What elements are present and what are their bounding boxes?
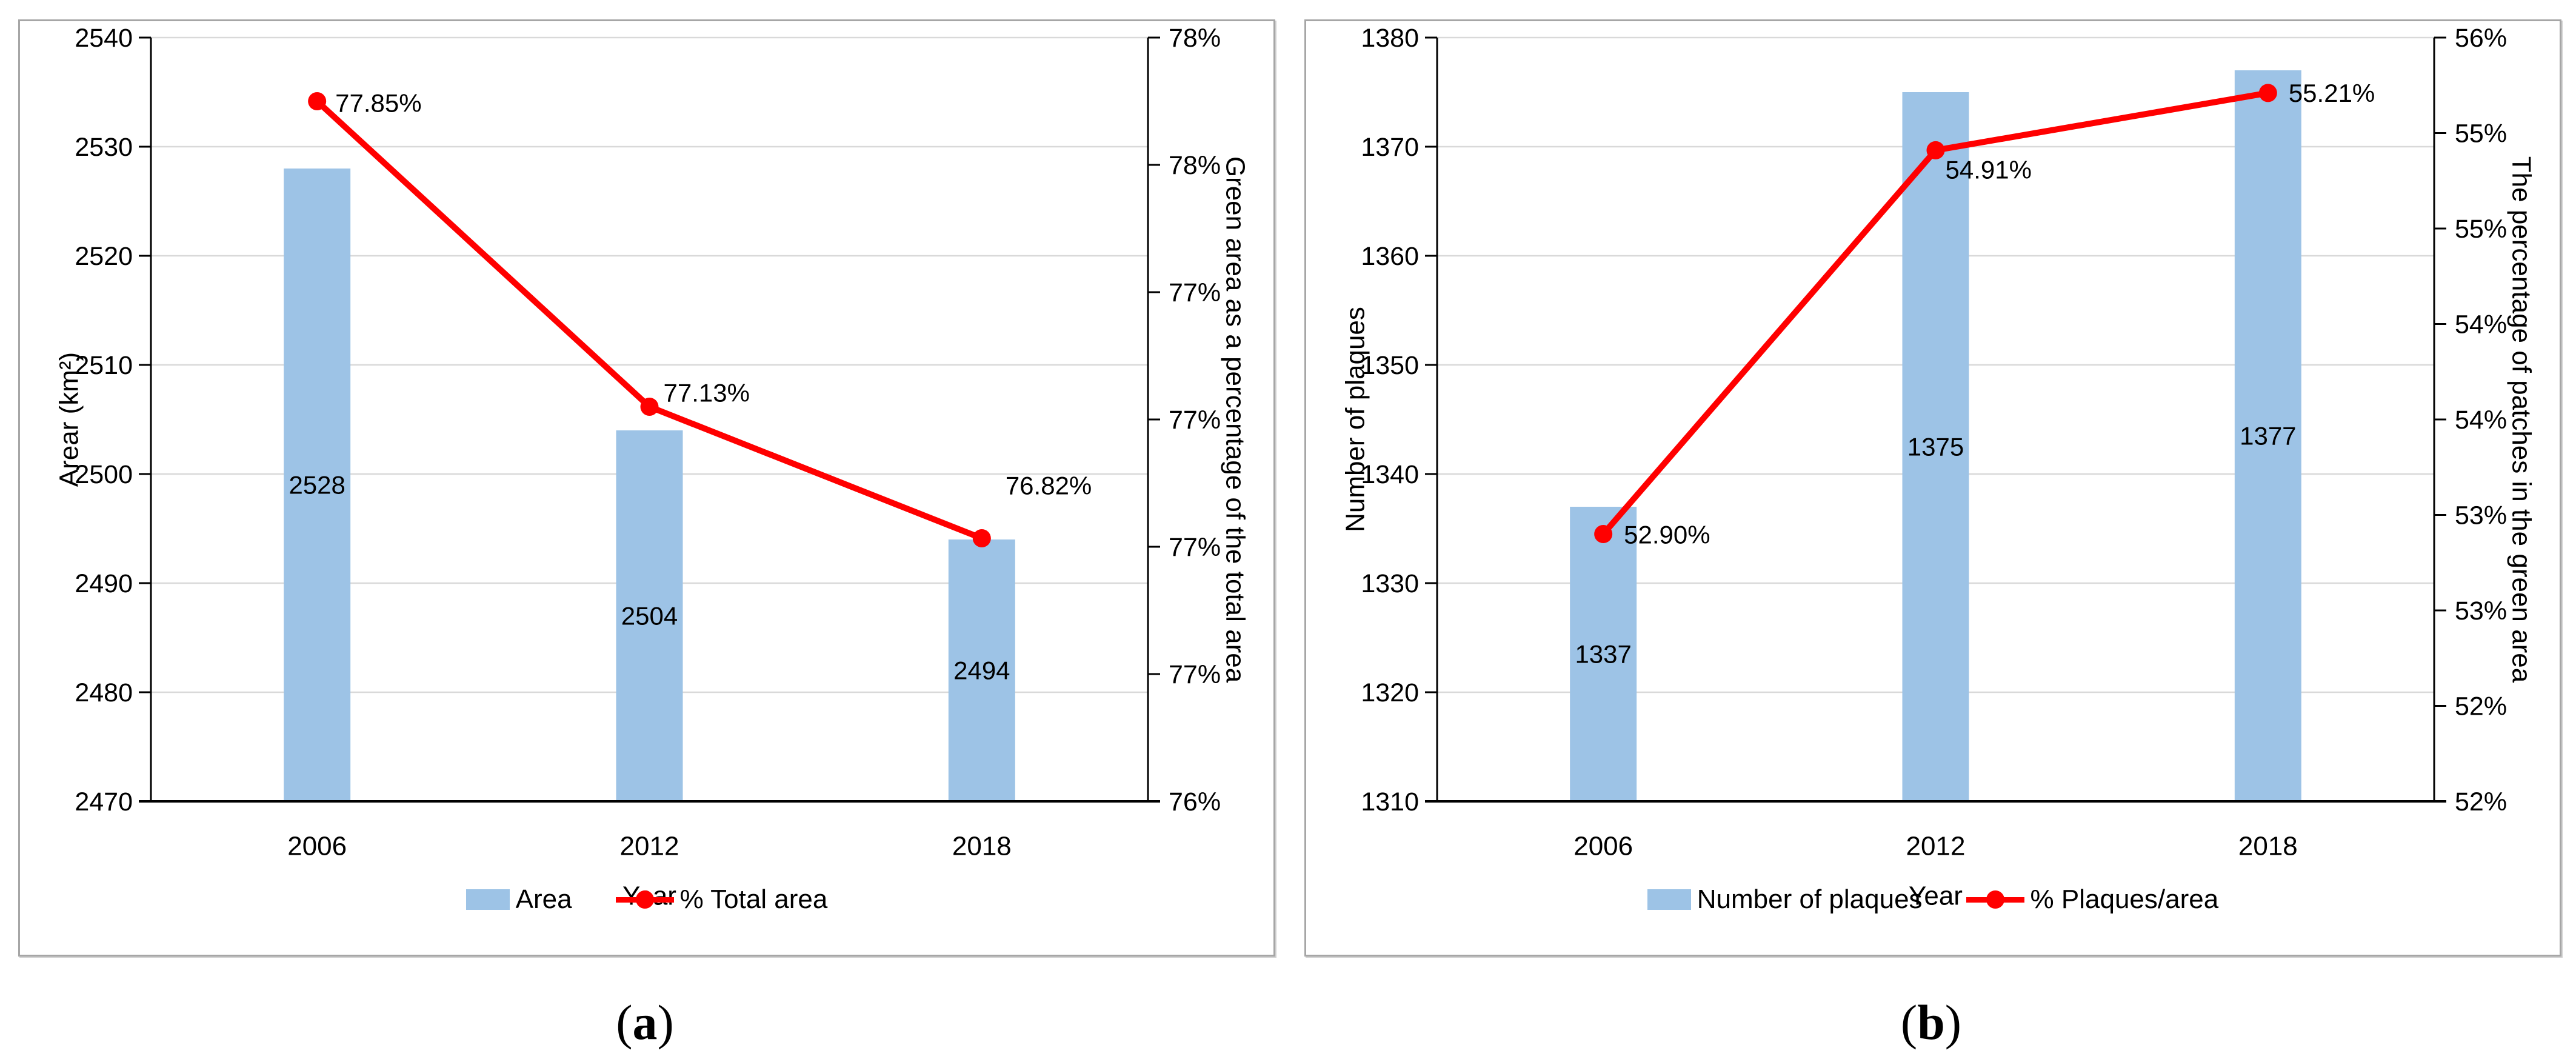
caption-letter: b [1917, 995, 1945, 1050]
right-tick-label: 54% [2455, 310, 2507, 339]
right-tick-label: 53% [2455, 596, 2507, 626]
bar-label: 2494 [953, 656, 1010, 685]
left-tick-label: 1310 [1361, 787, 1419, 817]
left-tick-label: 1330 [1361, 569, 1419, 598]
right-axis-title: Green area as a percentage of the total … [1221, 156, 1250, 683]
caption-paren: ) [1944, 995, 1962, 1050]
left-tick-label: 2520 [75, 242, 133, 271]
year-label: 2018 [2238, 831, 2298, 861]
left-axis-title: Arear (km²) [54, 352, 84, 487]
right-tick-label: 54% [2455, 406, 2507, 435]
year-label: 2006 [1573, 831, 1633, 861]
bar-series-swatch [1647, 889, 1691, 910]
line-marker [1594, 525, 1613, 543]
left-tick-label: 1370 [1361, 133, 1419, 162]
bar [1902, 92, 1969, 801]
right-tick-label: 53% [2455, 501, 2507, 530]
caption-paren: ( [1900, 995, 1918, 1050]
year-label: 2006 [287, 831, 347, 861]
left-tick-label: 2480 [75, 678, 133, 707]
year-label: 2018 [952, 831, 1012, 861]
bar-label: 1377 [2240, 422, 2296, 450]
left-tick-label: 1360 [1361, 242, 1419, 271]
legend-line-marker-icon [1986, 890, 2004, 909]
data-label: 77.85% [335, 89, 421, 118]
left-tick-label: 2510 [75, 351, 133, 380]
line-series-swatch [615, 889, 674, 910]
bar [948, 539, 1015, 801]
caption-paren: ) [657, 995, 674, 1050]
line-marker [972, 529, 991, 547]
line-marker [2258, 84, 2277, 102]
left-tick-label: 1340 [1361, 460, 1419, 489]
right-tick-label: 55% [2455, 215, 2507, 244]
legend-item-bar: Number of plaques [1647, 884, 1923, 915]
caption-a: (a) [18, 989, 1272, 1056]
left-tick-label: 2530 [75, 133, 133, 162]
right-tick-label: 76% [1169, 787, 1221, 817]
right-axis-title: The percentage of patches in the green a… [2507, 156, 2537, 683]
bar [2234, 70, 2301, 801]
bar [284, 169, 351, 801]
caption-b: (b) [1304, 989, 2558, 1056]
bar [1570, 507, 1637, 801]
legend: Number of plaques % Plaques/area [1306, 884, 2560, 915]
x-axis-title: Year [1909, 881, 1963, 910]
left-tick-label: 2490 [75, 569, 133, 598]
right-tick-label: 55% [2455, 119, 2507, 149]
legend: Area % Total area [20, 884, 1273, 915]
right-tick-label: 77% [1169, 406, 1221, 435]
bar-series-swatch [465, 889, 510, 910]
bar-label: 2528 [289, 471, 345, 499]
left-tick-label: 2500 [75, 460, 133, 489]
chart-panel-a: 2528 2504 2494 2540 2530 2520 2510 2500 2490 2480… [18, 19, 1275, 957]
right-tick-label: 77% [1169, 278, 1221, 307]
chart-b-canvas: 1337 1375 1377 1380 1370 1360 1350 1340 1330 1320… [1340, 24, 2537, 910]
year-label: 2012 [620, 831, 679, 861]
bar-label: 2504 [621, 602, 678, 630]
line-series-swatch [1966, 889, 2024, 910]
caption-letter: a [632, 995, 658, 1050]
bar-label: 1375 [1907, 433, 1964, 461]
legend-bar-label: Area [515, 884, 572, 914]
left-axis-title: Number of plaques [1340, 307, 1370, 532]
data-label: 54.91% [1946, 156, 2032, 184]
bar [616, 430, 683, 801]
data-label: 55.21% [2289, 79, 2375, 107]
caption-paren: ( [616, 995, 633, 1050]
data-label: 77.13% [664, 379, 750, 407]
legend-item-line: % Plaques/area [1966, 884, 2219, 915]
right-tick-label: 77% [1169, 660, 1221, 689]
legend-item-line: % Total area [615, 884, 828, 915]
year-label: 2012 [1906, 831, 1966, 861]
legend-bar-label: Number of plaques [1697, 884, 1923, 914]
chart-panel-b: 1337 1375 1377 1380 1370 1360 1350 1340 1330 1320… [1304, 19, 2561, 957]
data-label: 76.82% [1006, 472, 1092, 500]
right-tick-label: 77% [1169, 533, 1221, 562]
line-marker [1926, 141, 1945, 159]
data-label: 52.90% [1624, 521, 1710, 549]
chart-a-canvas: 2528 2504 2494 2540 2530 2520 2510 2500 2490 2480… [54, 24, 1250, 910]
bar-label: 1337 [1575, 640, 1631, 669]
line-marker [640, 398, 659, 416]
legend-line-marker-icon [635, 890, 654, 909]
right-tick-label: 56% [2455, 24, 2507, 53]
right-tick-label: 78% [1169, 24, 1221, 53]
legend-line-label: % Plaques/area [2030, 884, 2219, 914]
left-tick-label: 2470 [75, 787, 133, 817]
line-marker [308, 92, 327, 110]
right-tick-label: 52% [2455, 692, 2507, 721]
legend-line-label: % Total area [679, 884, 828, 914]
left-tick-label: 2540 [75, 24, 133, 53]
left-tick-label: 1320 [1361, 678, 1419, 707]
left-tick-label: 1380 [1361, 24, 1419, 53]
right-tick-label: 52% [2455, 787, 2507, 817]
left-tick-label: 1350 [1361, 351, 1419, 380]
right-tick-label: 78% [1169, 151, 1221, 180]
legend-item-bar: Area [465, 884, 572, 915]
